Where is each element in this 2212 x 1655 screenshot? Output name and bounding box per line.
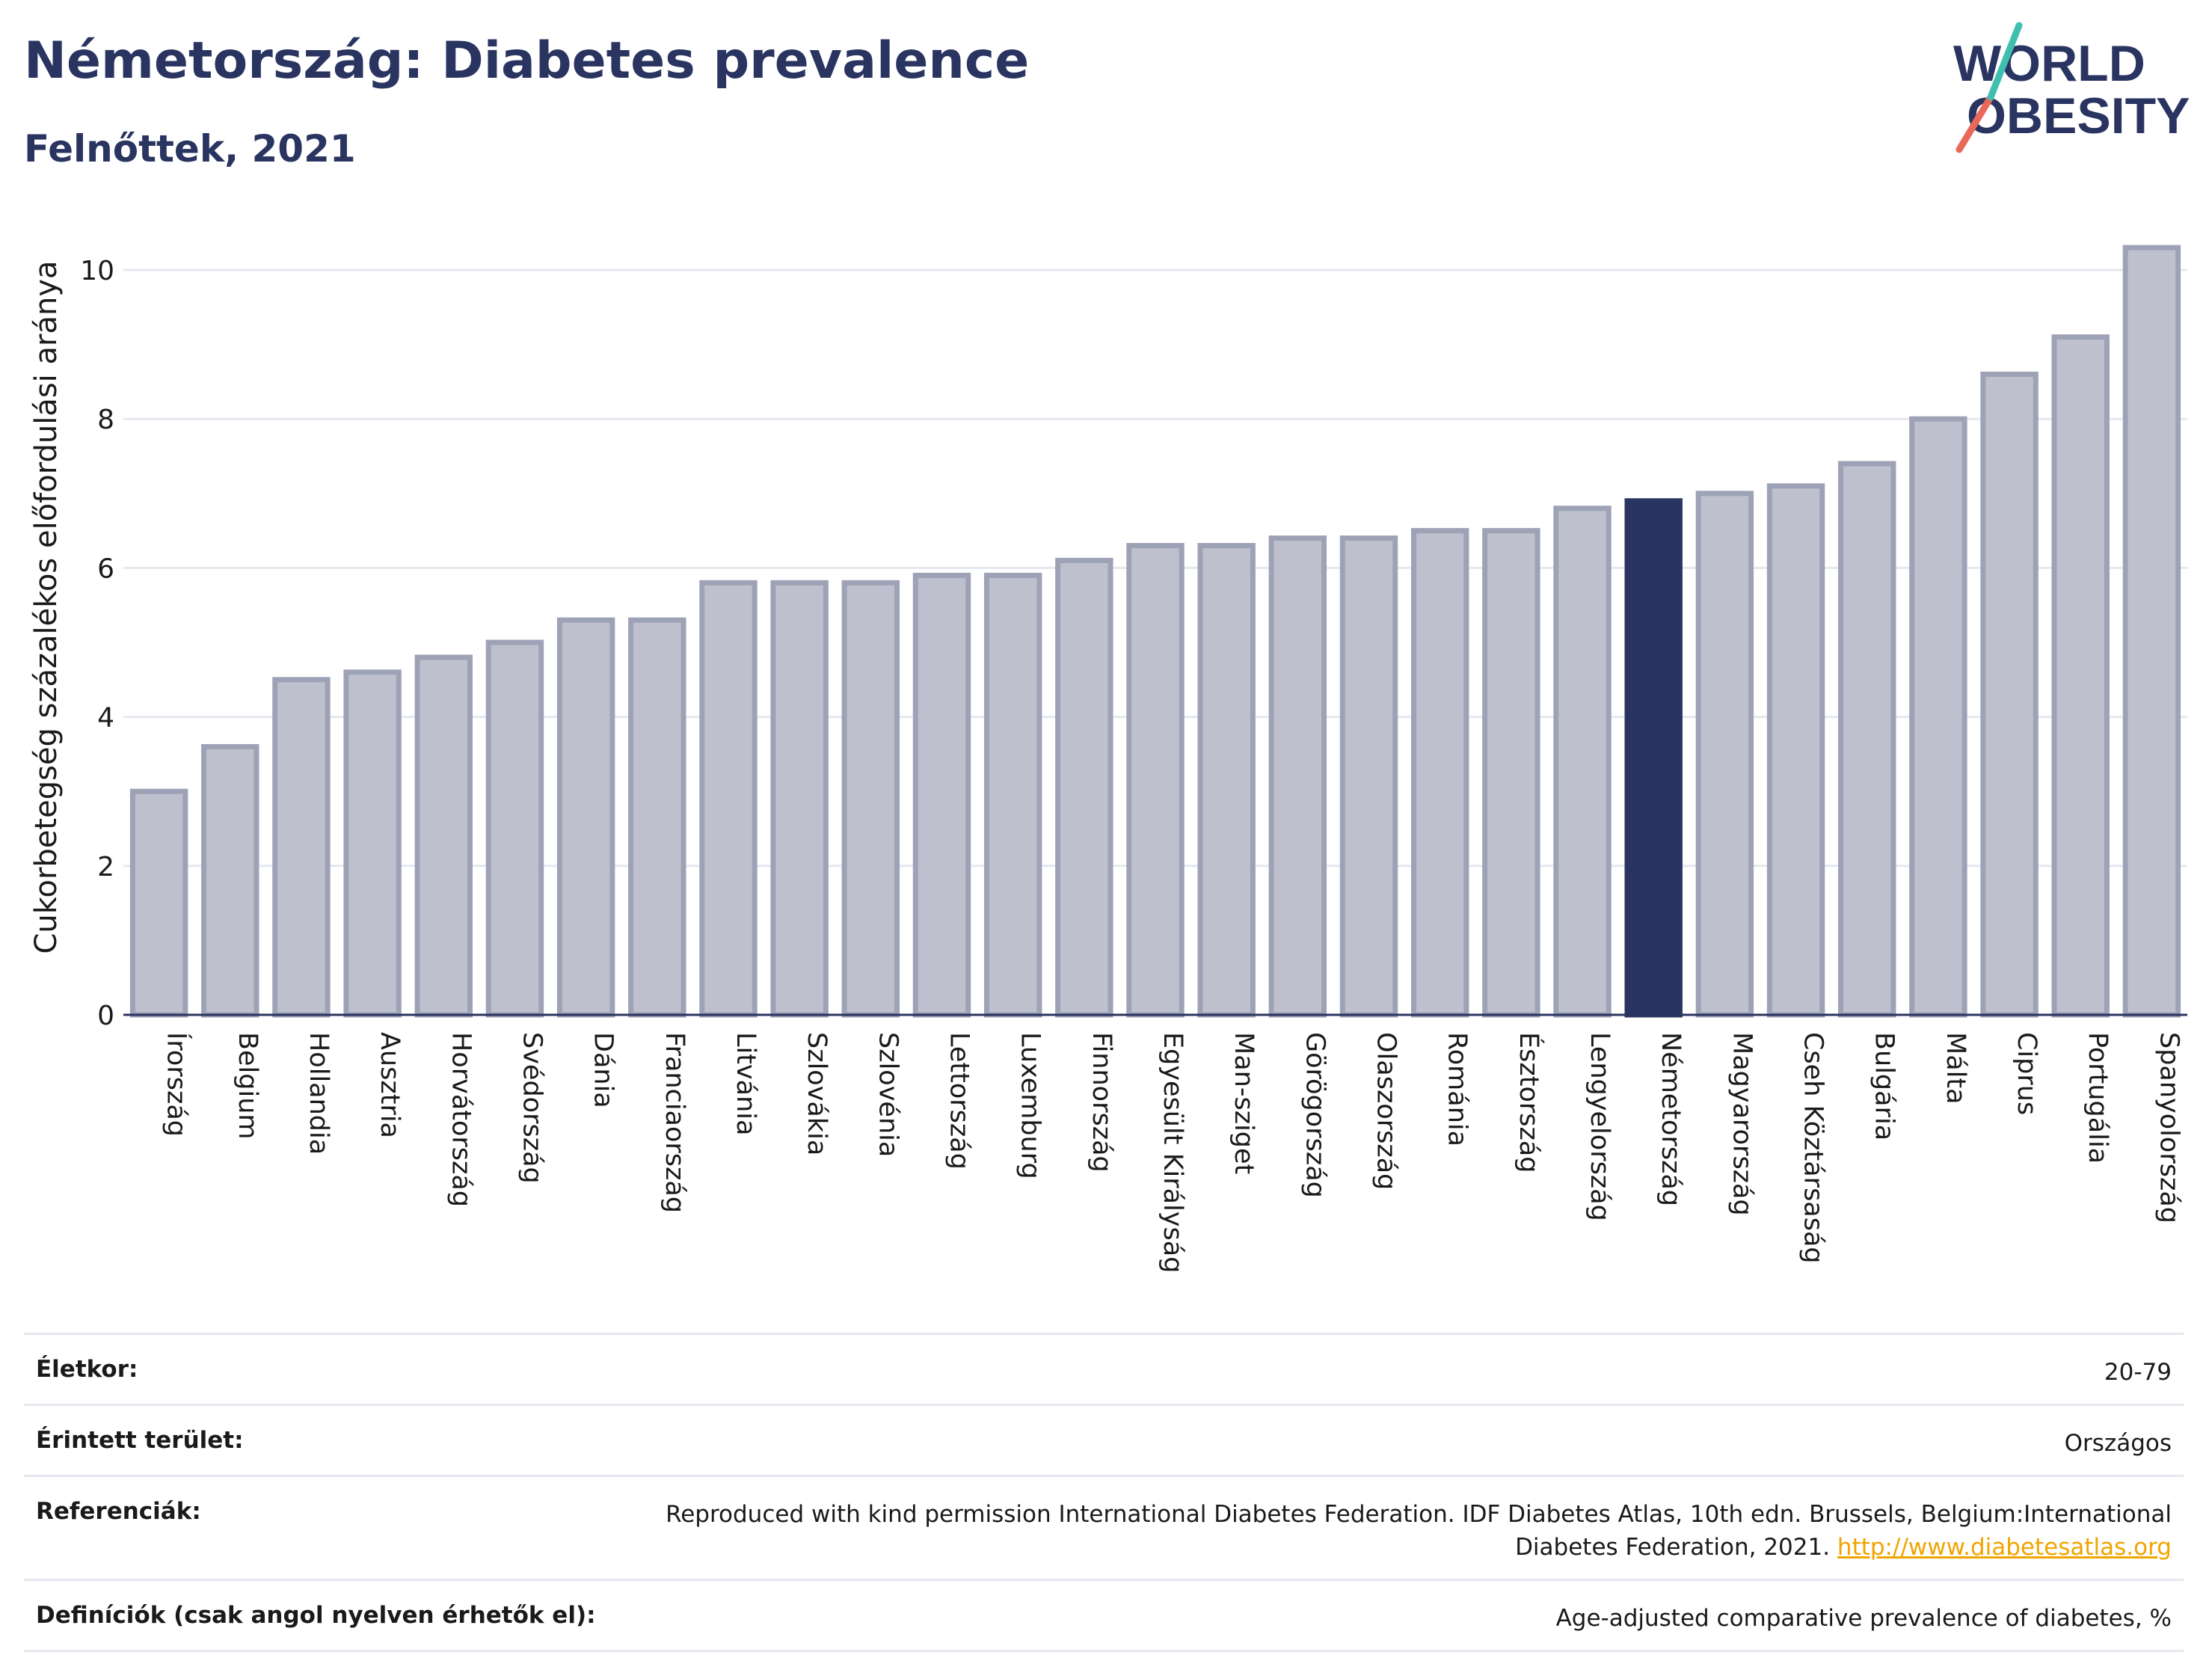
bar[interactable]: [2122, 245, 2181, 1018]
y-axis-ticks: 0 2 4 6 8 10: [80, 256, 114, 1031]
x-tick-label: Bulgária: [1870, 1032, 1899, 1140]
x-tick-label: Ciprus: [2012, 1032, 2042, 1115]
bar[interactable]: [1553, 506, 1612, 1018]
bar[interactable]: [129, 788, 188, 1018]
y-tick-label: 4: [97, 703, 114, 734]
bar[interactable]: [628, 617, 686, 1018]
x-tick-label: Németország: [1656, 1032, 1686, 1206]
chart-title: Németország: Diabetes prevalence: [24, 31, 1030, 90]
bar-chart: 0 2 4 6 8 10 Írország Belgium Hollandia Ausztria…: [29, 245, 2187, 1273]
x-tick-label: Man-sziget: [1229, 1032, 1259, 1174]
info-value: Reproduced with kind permission Internat…: [639, 1498, 2172, 1564]
x-tick-label: Ausztria: [375, 1032, 405, 1138]
info-row-age: Életkor: 20-79: [24, 1333, 2184, 1404]
bar[interactable]: [2051, 334, 2110, 1018]
x-tick-label: Szlovákia: [802, 1032, 832, 1155]
x-tick-label: Litvánia: [731, 1032, 761, 1135]
x-tick-label: Románia: [1443, 1032, 1472, 1146]
x-tick-label: Belgium: [233, 1032, 262, 1140]
y-tick-label: 10: [80, 256, 114, 286]
bars: [129, 245, 2181, 1018]
info-label: Referenciák:: [36, 1498, 201, 1525]
bar[interactable]: [1909, 416, 1967, 1018]
bar[interactable]: [699, 580, 758, 1018]
bar[interactable]: [983, 572, 1042, 1018]
x-tick-label: Finnország: [1087, 1032, 1116, 1173]
bar[interactable]: [1766, 483, 1825, 1018]
bar[interactable]: [841, 580, 900, 1018]
logo-word-2: OBESITY: [1967, 87, 2190, 144]
y-tick-label: 0: [97, 1001, 114, 1031]
info-label: Definíciók (csak angol nyelven érhetők e…: [36, 1602, 596, 1629]
bar[interactable]: [1126, 543, 1185, 1018]
info-label: Életkor:: [36, 1356, 138, 1383]
bar[interactable]: [1980, 371, 2039, 1018]
reference-text: Reproduced with kind permission Internat…: [666, 1501, 2172, 1561]
x-tick-label: Málta: [1941, 1032, 1970, 1105]
bar[interactable]: [485, 639, 544, 1018]
bar[interactable]: [1838, 461, 1896, 1018]
info-value: Age-adjusted comparative prevalence of d…: [1555, 1605, 2172, 1632]
x-tick-label: Írország: [162, 1032, 193, 1137]
bar[interactable]: [1410, 528, 1469, 1018]
bar[interactable]: [201, 743, 259, 1018]
bar[interactable]: [912, 572, 971, 1018]
reference-link[interactable]: http://www.diabetesatlas.org: [1837, 1534, 2172, 1561]
x-tick-label: Portugália: [2083, 1032, 2113, 1164]
chart-subtitle: Felnőttek, 2021: [24, 127, 356, 171]
x-axis-labels: Írország Belgium Hollandia Ausztria Horvátor…: [162, 1032, 2184, 1273]
bar[interactable]: [272, 677, 331, 1018]
x-tick-label: Egyesült Királyság: [1158, 1032, 1188, 1273]
x-tick-label: Franciaország: [660, 1032, 689, 1213]
x-tick-label: Lengyelország: [1585, 1032, 1615, 1221]
info-table: Életkor: 20-79 Érintett terület: Országo…: [24, 1333, 2184, 1652]
bar[interactable]: [1055, 557, 1113, 1018]
x-tick-label: Spanyolország: [2154, 1032, 2184, 1223]
x-tick-label: Észtország: [1514, 1032, 1545, 1173]
y-tick-label: 2: [97, 852, 114, 882]
info-value: 20-79: [2104, 1359, 2172, 1386]
bar[interactable]: [556, 617, 615, 1018]
x-tick-label: Cseh Köztársaság: [1798, 1032, 1828, 1264]
info-label: Érintett terület:: [36, 1427, 244, 1454]
x-tick-label: Magyarország: [1727, 1032, 1757, 1216]
bar[interactable]: [1339, 535, 1398, 1018]
y-tick-label: 8: [97, 405, 114, 435]
logo-slash-teal: [1987, 22, 2023, 101]
logo-slash-red: [1956, 93, 1994, 153]
info-row-references: Referenciák: Reproduced with kind permis…: [24, 1475, 2184, 1579]
logo-word-1: WORLD: [1953, 35, 2145, 92]
bar[interactable]: [1268, 535, 1327, 1018]
x-tick-label: Görögország: [1300, 1032, 1330, 1198]
x-tick-label: Luxemburg: [1016, 1032, 1045, 1179]
bar[interactable]: [1197, 543, 1256, 1018]
x-tick-label: Svédország: [517, 1032, 547, 1184]
bar[interactable]: [770, 580, 829, 1018]
bar[interactable]: [1482, 528, 1540, 1018]
x-tick-label: Hollandia: [304, 1032, 334, 1155]
bar-highlighted[interactable]: [1624, 498, 1683, 1018]
x-tick-label: Lettország: [944, 1032, 974, 1170]
bar[interactable]: [1695, 491, 1754, 1018]
world-obesity-logo: WORLD OBESITY: [1953, 22, 2190, 153]
y-tick-label: 6: [97, 553, 114, 584]
bar[interactable]: [414, 654, 473, 1018]
info-row-definitions: Definíciók (csak angol nyelven érhetők e…: [24, 1579, 2184, 1652]
info-value: Országos: [2064, 1430, 2172, 1457]
x-tick-label: Dánia: [589, 1032, 618, 1108]
x-tick-label: Olaszország: [1371, 1032, 1401, 1190]
x-tick-label: Szlovénia: [873, 1032, 903, 1157]
y-axis-label: Cukorbetegség százalékos előfordulási ar…: [29, 260, 64, 954]
info-row-area: Érintett terület: Országos: [24, 1404, 2184, 1475]
bar[interactable]: [343, 669, 402, 1018]
x-tick-label: Horvátország: [446, 1032, 476, 1207]
